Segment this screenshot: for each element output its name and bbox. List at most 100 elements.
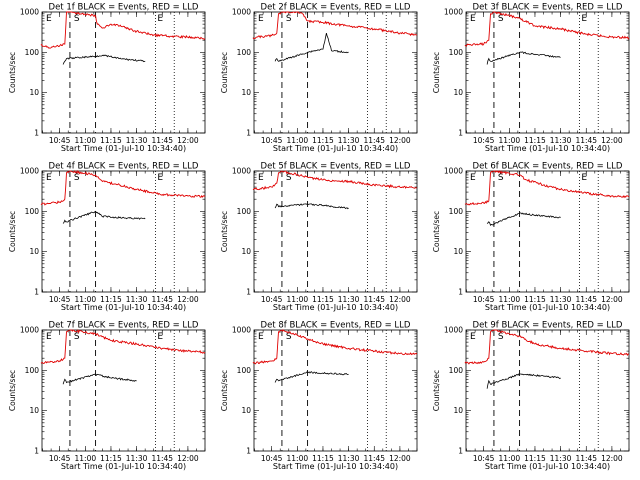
x-tick-label: 11:45 xyxy=(363,136,385,145)
series-line-black xyxy=(62,210,146,224)
y-tick-label: 10 xyxy=(241,88,251,97)
chart-title: Det 6f BLACK = Events, RED = LLD xyxy=(473,162,623,172)
series-line-black xyxy=(486,212,561,227)
event-marker-letter: S xyxy=(498,173,504,183)
y-tick-label: 1 xyxy=(246,288,251,297)
series-line-red xyxy=(252,11,417,40)
series-line-red xyxy=(40,169,206,206)
x-tick-label: 11:30 xyxy=(550,136,572,145)
x-tick-label: 11:45 xyxy=(363,295,385,304)
x-tick-label: 10:45 xyxy=(49,136,71,145)
series-line-red xyxy=(252,329,418,365)
event-marker-letter: E xyxy=(46,332,52,342)
x-tick-label: 11:30 xyxy=(126,136,148,145)
series-line-black xyxy=(62,373,137,385)
event-marker-letter: S xyxy=(286,14,292,24)
x-tick-label: 11:30 xyxy=(126,295,148,304)
y-tick-label: 1 xyxy=(458,447,463,456)
x-tick-label: 12:00 xyxy=(601,136,623,145)
series-line-black xyxy=(274,371,349,383)
x-tick-label: 11:45 xyxy=(151,136,173,145)
chart-title: Det 8f BLACK = Events, RED = LLD xyxy=(261,321,411,331)
series-line-red xyxy=(464,170,630,206)
y-axis-label: Counts/sec xyxy=(8,52,17,93)
x-tick-label: 11:15 xyxy=(100,136,122,145)
y-axis-label: Counts/sec xyxy=(220,211,229,252)
y-tick-label: 100 xyxy=(237,366,252,375)
y-tick-label: 100 xyxy=(25,48,40,57)
chart-panel-3: Det 3f BLACK = Events, RED = LLD 1 10 100 10… xyxy=(432,3,630,153)
event-marker-letter: E xyxy=(470,14,476,24)
chart-title: Det 7f BLACK = Events, RED = LLD xyxy=(49,321,199,331)
x-tick-label: 11:00 xyxy=(499,136,521,145)
y-axis-label: Counts/sec xyxy=(8,211,17,252)
y-tick-label: 100 xyxy=(237,48,252,57)
event-marker-letter: E xyxy=(46,173,52,183)
x-tick-label: 12:00 xyxy=(389,295,411,304)
chart-title: Det 1f BLACK = Events, RED = LLD xyxy=(49,3,199,13)
series-line-black xyxy=(486,51,561,65)
y-tick-label: 1 xyxy=(246,447,251,456)
series-line-red xyxy=(464,329,630,365)
chart-panel-2: Det 2f BLACK = Events, RED = LLD 1 10 100 10… xyxy=(220,3,418,153)
x-tick-label: 11:00 xyxy=(75,295,97,304)
plot-frame xyxy=(465,11,630,134)
plot-frame xyxy=(41,329,206,452)
y-tick-label: 1000 xyxy=(20,167,39,176)
x-tick-label: 11:45 xyxy=(363,454,385,463)
chart-panel-7: Det 7f BLACK = Events, RED = LLD 1 10 100 10… xyxy=(8,321,206,471)
y-tick-label: 100 xyxy=(25,207,40,216)
y-tick-label: 10 xyxy=(29,406,39,415)
y-axis-label: Counts/sec xyxy=(220,370,229,411)
series-line-red xyxy=(252,170,418,191)
x-axis-label: Start Time (01-Jul-10 10:34:40) xyxy=(273,303,398,312)
event-marker-letter: E xyxy=(157,173,163,183)
x-tick-label: 11:30 xyxy=(126,454,148,463)
x-tick-label: 12:00 xyxy=(177,454,199,463)
x-tick-label: 11:45 xyxy=(151,295,173,304)
x-tick-label: 12:00 xyxy=(389,136,411,145)
x-axis-label: Start Time (01-Jul-10 10:34:40) xyxy=(61,303,186,312)
x-tick-label: 11:00 xyxy=(287,136,309,145)
y-tick-label: 1 xyxy=(246,129,251,138)
y-tick-label: 1000 xyxy=(20,8,39,17)
x-axis-label: Start Time (01-Jul-10 10:34:40) xyxy=(61,462,186,471)
event-marker-letter: E xyxy=(258,14,264,24)
y-tick-label: 1000 xyxy=(444,8,463,17)
y-tick-label: 100 xyxy=(449,48,464,57)
event-marker-letter: S xyxy=(286,332,292,342)
x-tick-label: 11:00 xyxy=(499,295,521,304)
y-tick-label: 10 xyxy=(453,247,463,256)
chart-title: Det 9f BLACK = Events, RED = LLD xyxy=(473,321,623,331)
x-tick-label: 12:00 xyxy=(177,136,199,145)
chart-title: Det 4f BLACK = Events, RED = LLD xyxy=(49,162,199,172)
y-axis-label: Counts/sec xyxy=(432,370,441,411)
x-tick-label: 12:00 xyxy=(177,295,199,304)
x-tick-label: 12:00 xyxy=(601,295,623,304)
event-marker-letter: S xyxy=(286,173,292,183)
plot-frame xyxy=(465,329,630,452)
x-tick-label: 10:45 xyxy=(261,295,283,304)
chart-title: Det 3f BLACK = Events, RED = LLD xyxy=(473,3,623,13)
y-tick-label: 1000 xyxy=(444,326,463,335)
y-tick-label: 10 xyxy=(241,247,251,256)
x-tick-label: 11:15 xyxy=(312,136,334,145)
x-tick-label: 10:45 xyxy=(473,136,495,145)
x-tick-label: 11:15 xyxy=(524,295,546,304)
event-marker-letter: E xyxy=(46,14,52,24)
x-tick-label: 11:00 xyxy=(75,454,97,463)
x-tick-label: 11:45 xyxy=(575,136,597,145)
event-marker-letter: S xyxy=(74,173,80,183)
x-tick-label: 11:15 xyxy=(312,295,334,304)
y-tick-label: 100 xyxy=(449,366,464,375)
chart-title: Det 2f BLACK = Events, RED = LLD xyxy=(261,3,411,13)
event-marker-letter: E xyxy=(470,173,476,183)
plot-frame xyxy=(253,170,418,293)
series-line-red xyxy=(40,328,206,364)
y-tick-label: 1000 xyxy=(444,167,463,176)
x-tick-label: 11:30 xyxy=(338,136,360,145)
event-marker-letter: E xyxy=(470,332,476,342)
chart-panel-1: Det 1f BLACK = Events, RED = LLD 1 10 100 10… xyxy=(8,3,206,153)
event-marker-letter: E xyxy=(581,14,587,24)
